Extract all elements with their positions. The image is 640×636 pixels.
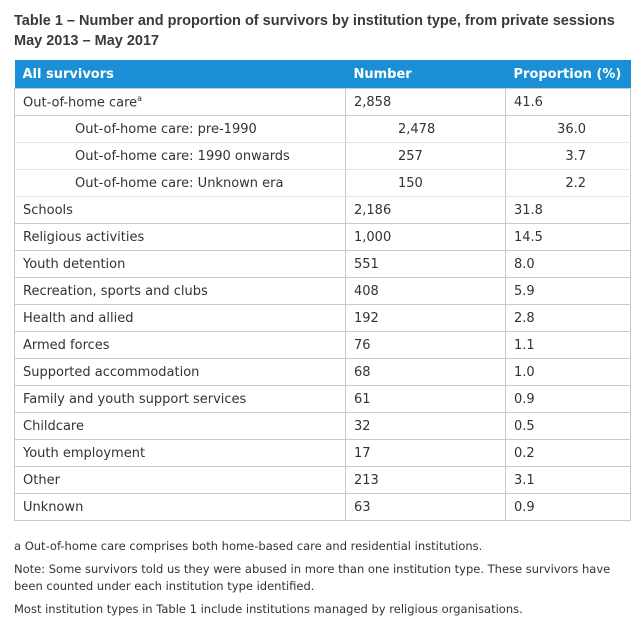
footnote-marker: a [14, 539, 22, 553]
number-cell: 408 [345, 277, 506, 305]
sub-row: Out-of-home care: pre-1990 2,478 36.0 [14, 115, 631, 143]
table-row: Family and youth support services 61 0.9 [14, 385, 631, 413]
table-row: Health and allied 192 2.8 [14, 304, 631, 332]
row-label: Recreation, sports and clubs [14, 277, 346, 305]
number-cell: 32 [345, 412, 506, 440]
row-label: Religious activities [14, 223, 346, 251]
number-cell: 2,186 [345, 196, 506, 224]
row-label: Schools [14, 196, 346, 224]
number-cell: 76 [345, 331, 506, 359]
footnote-text: Out-of-home care comprises both home-bas… [24, 539, 483, 553]
table-row: Religious activities 1,000 14.5 [14, 223, 631, 251]
label-text: Armed forces [23, 337, 110, 353]
proportion-cell: 41.6 [505, 88, 631, 116]
header-row: All survivors Number Proportion (%) [14, 60, 631, 89]
row-label: Youth detention [14, 250, 346, 278]
label-text: Family and youth support services [23, 391, 247, 407]
table-title: Table 1 – Number and proportion of survi… [14, 11, 634, 51]
footnote: Most institution types in Table 1 includ… [14, 602, 523, 616]
table-row: Armed forces 76 1.1 [14, 331, 631, 359]
table-row: Recreation, sports and clubs 408 5.9 [14, 277, 631, 305]
title-line: Table 1 – Number and proportion of survi… [14, 13, 615, 29]
table-body: Out-of-home carea 2,858 41.6 Out-of-home ca… [14, 88, 631, 521]
label-text: Schools [23, 202, 73, 218]
row-label: Armed forces [14, 331, 346, 359]
row-label: Childcare [14, 412, 346, 440]
label-text: Youth employment [23, 445, 146, 461]
sub-row: Out-of-home care: Unknown era 150 2.2 [14, 169, 631, 197]
table-row: Youth detention 551 8.0 [14, 250, 631, 278]
number-cell: 17 [345, 439, 506, 467]
proportion-cell: 0.5 [505, 412, 631, 440]
label-text: Out-of-home care [23, 95, 138, 111]
proportion-cell: 36.0 [505, 115, 631, 143]
label-text: Supported accommodation [23, 364, 200, 380]
label-text: Youth detention [23, 256, 126, 272]
number-cell: 1,000 [345, 223, 506, 251]
footnote-ref: a [137, 93, 143, 103]
footnotes: a Out-of-home care comprises both home-b… [14, 538, 614, 624]
proportion-cell: 14.5 [505, 223, 631, 251]
table-row: Other 213 3.1 [14, 466, 631, 494]
number-cell: 213 [345, 466, 506, 494]
proportion-cell: 3.1 [505, 466, 631, 494]
row-label: Other [14, 466, 346, 494]
row-label: Family and youth support services [14, 385, 346, 413]
proportion-cell: 1.0 [505, 358, 631, 386]
proportion-cell: 1.1 [505, 331, 631, 359]
row-label: Health and allied [14, 304, 346, 332]
table-row: Out-of-home carea 2,858 41.6 [14, 88, 631, 116]
number-cell: 192 [345, 304, 506, 332]
table-row: Childcare 32 0.5 [14, 412, 631, 440]
row-label: Out-of-home care: 1990 onwards [14, 142, 346, 170]
label-text: Religious activities [23, 229, 145, 245]
number-cell: 63 [345, 493, 506, 521]
proportion-cell: 8.0 [505, 250, 631, 278]
number-cell: 68 [345, 358, 506, 386]
number-cell: 257 [345, 142, 506, 170]
title-line: May 2013 – May 2017 [14, 33, 160, 49]
table-row: Unknown 63 0.9 [14, 493, 631, 521]
footnote: a Out-of-home care comprises both home-b… [14, 538, 614, 555]
label-text: Other [23, 472, 60, 488]
table-row: Youth employment 17 0.2 [14, 439, 631, 467]
label-text: Childcare [23, 418, 84, 434]
row-label: Out-of-home care: Unknown era [14, 169, 346, 197]
proportion-cell: 5.9 [505, 277, 631, 305]
proportion-cell: 0.2 [505, 439, 631, 467]
proportion-cell: 3.7 [505, 142, 631, 170]
proportion-cell: 0.9 [505, 493, 631, 521]
number-cell: 2,478 [345, 115, 506, 143]
label-text: Unknown [23, 499, 84, 515]
row-label: Supported accommodation [14, 358, 346, 386]
label-text: Recreation, sports and clubs [23, 283, 208, 299]
number-cell: 61 [345, 385, 506, 413]
row-label: Unknown [14, 493, 346, 521]
row-label: Out-of-home care: pre-1990 [14, 115, 346, 143]
proportion-cell: 2.8 [505, 304, 631, 332]
row-label: Youth employment [14, 439, 346, 467]
proportion-cell: 0.9 [505, 385, 631, 413]
number-cell: 2,858 [345, 88, 506, 116]
proportion-cell: 2.2 [505, 169, 631, 197]
sub-row: Out-of-home care: 1990 onwards 257 3.7 [14, 142, 631, 170]
proportion-cell: 31.8 [505, 196, 631, 224]
table-row: Supported accommodation 68 1.0 [14, 358, 631, 386]
header-cell: Number [345, 60, 506, 89]
row-label: Out-of-home carea [14, 88, 346, 116]
header-cell: All survivors [14, 60, 346, 89]
header-cell: Proportion (%) [505, 60, 631, 89]
number-cell: 551 [345, 250, 506, 278]
data-table: All survivors Number Proportion (%) Out-… [14, 60, 631, 521]
footnote: Note: Some survivors told us they were a… [14, 562, 611, 593]
number-cell: 150 [345, 169, 506, 197]
table-row: Schools 2,186 31.8 [14, 196, 631, 224]
label-text: Health and allied [23, 310, 134, 326]
